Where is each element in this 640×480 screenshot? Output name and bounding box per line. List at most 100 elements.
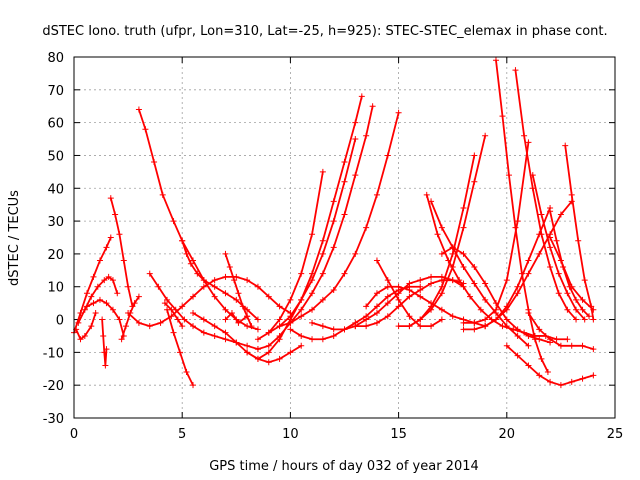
data-point (363, 303, 370, 310)
data-point (190, 309, 197, 316)
series-line (495, 59, 549, 373)
data-point (417, 287, 424, 294)
series-arc04 (99, 316, 110, 369)
data-point (222, 273, 229, 280)
data-point (352, 136, 359, 143)
data-point (395, 290, 402, 297)
data-point (512, 224, 519, 231)
data-point (81, 332, 88, 339)
data-point (107, 195, 114, 202)
plot-series (71, 57, 597, 389)
x-tick-label: 20 (499, 427, 516, 442)
data-point (190, 293, 197, 300)
data-point (492, 306, 499, 313)
data-point (471, 152, 478, 159)
data-point (471, 319, 478, 326)
series-line (166, 308, 194, 387)
series-line (408, 154, 476, 328)
data-point (547, 378, 554, 385)
data-point (482, 132, 489, 139)
data-point (228, 309, 235, 316)
data-point (330, 326, 337, 333)
data-point (222, 250, 229, 257)
data-point (568, 283, 575, 290)
data-point (179, 237, 186, 244)
data-point (525, 139, 532, 146)
data-point (239, 303, 246, 310)
data-point (233, 273, 240, 280)
data-point (536, 326, 543, 333)
series-arc27 (395, 132, 489, 330)
data-point (341, 211, 348, 218)
data-point (438, 316, 445, 323)
data-point (471, 264, 478, 271)
series-arc17 (244, 93, 365, 362)
data-point (428, 198, 435, 205)
data-point (428, 323, 435, 330)
data-point (438, 306, 445, 313)
data-point (200, 283, 207, 290)
data-point (254, 326, 261, 333)
data-point (352, 119, 359, 126)
data-point (222, 306, 229, 313)
data-point (131, 300, 138, 307)
data-point (514, 352, 521, 359)
data-point (384, 283, 391, 290)
data-point (547, 336, 554, 343)
data-point (428, 273, 435, 280)
data-point (276, 332, 283, 339)
data-point (553, 237, 560, 244)
data-point (101, 349, 108, 356)
data-point (525, 309, 532, 316)
data-point (159, 191, 166, 198)
x-tick-label: 15 (390, 427, 407, 442)
data-point (254, 346, 261, 353)
data-point (90, 300, 97, 307)
data-point (434, 231, 441, 238)
y-tick-label: -20 (43, 379, 64, 394)
y-tick-label: 60 (47, 117, 64, 132)
data-point (579, 375, 586, 382)
data-point (330, 198, 337, 205)
series-arc37 (503, 342, 597, 389)
series-arc34 (492, 57, 551, 376)
data-point (103, 244, 110, 251)
series-line (86, 298, 125, 337)
data-point (384, 293, 391, 300)
data-point (330, 244, 337, 251)
data-point (168, 313, 175, 320)
data-point (231, 277, 238, 284)
data-point (183, 250, 190, 257)
data-point (406, 287, 413, 294)
data-point (438, 283, 445, 290)
data-point (309, 306, 316, 313)
data-point (298, 342, 305, 349)
y-tick-label: -10 (43, 346, 64, 361)
data-point (406, 293, 413, 300)
data-point (309, 277, 316, 284)
data-point (298, 306, 305, 313)
data-point (590, 316, 597, 323)
data-point (573, 306, 580, 313)
data-point (581, 316, 588, 323)
data-point (276, 323, 283, 330)
y-tick-label: -30 (43, 412, 64, 427)
data-point (222, 336, 229, 343)
data-point (417, 293, 424, 300)
data-point (254, 336, 261, 343)
data-point (109, 306, 116, 313)
data-point (116, 316, 123, 323)
data-point (107, 234, 114, 241)
series-arc10 (164, 306, 197, 389)
data-point (438, 224, 445, 231)
data-point (177, 349, 184, 356)
series-arc41 (525, 309, 597, 353)
y-tick-label: 40 (47, 182, 64, 197)
y-tick-label: 30 (47, 215, 64, 230)
data-point (341, 159, 348, 166)
data-point (384, 300, 391, 307)
data-point (233, 339, 240, 346)
data-point (287, 296, 294, 303)
data-point (579, 342, 586, 349)
data-point (449, 313, 456, 320)
